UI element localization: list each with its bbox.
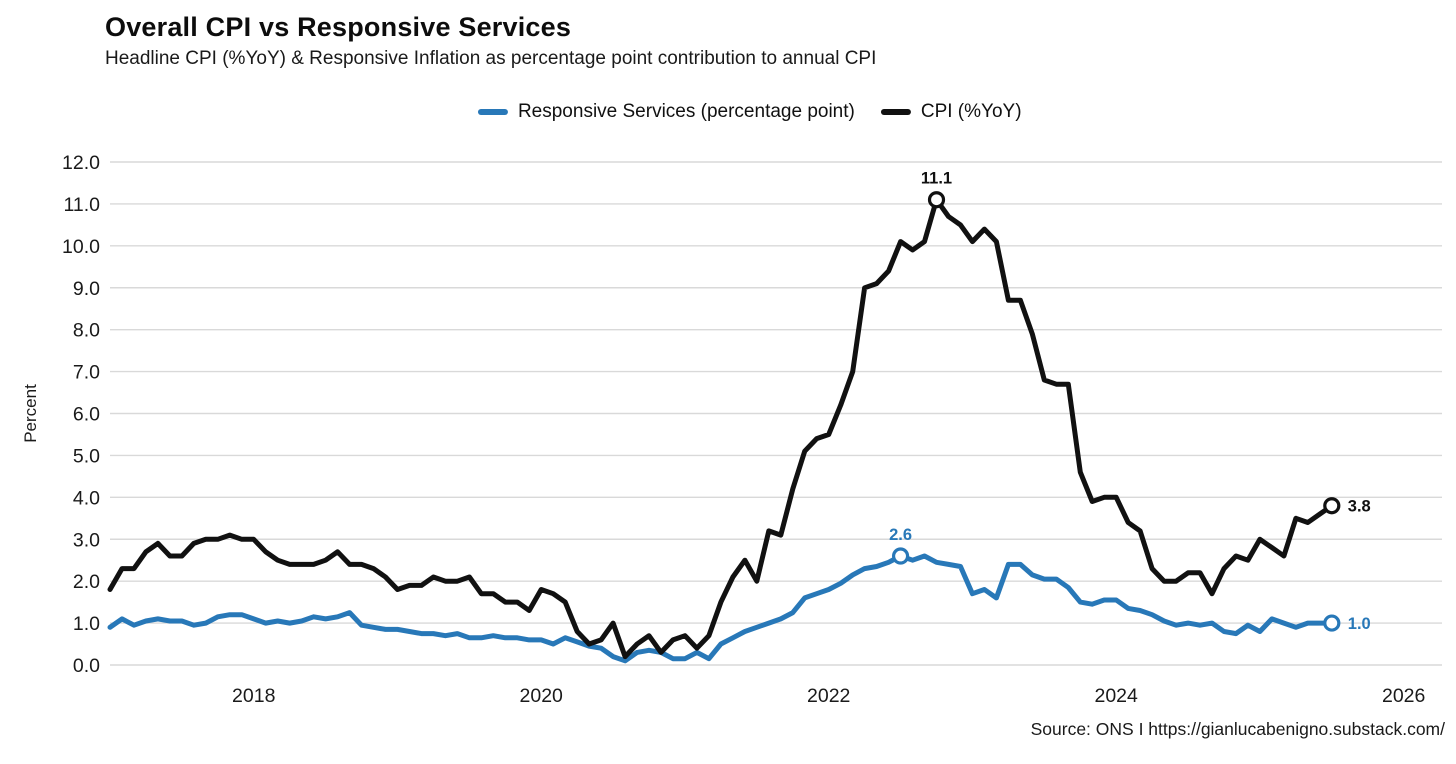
legend-swatch-black bbox=[880, 109, 911, 115]
y-tick-label: 5.0 bbox=[73, 445, 100, 467]
chart-legend: Responsive Services (percentage point) C… bbox=[477, 101, 1022, 123]
x-tick-label: 2022 bbox=[807, 685, 850, 707]
y-tick-label: 10.0 bbox=[62, 236, 100, 258]
legend-label-cpi: CPI (%YoY) bbox=[920, 101, 1022, 122]
data-point-marker bbox=[1323, 497, 1341, 515]
y-tick-label: 1.0 bbox=[73, 613, 100, 635]
page-title: Overall CPI vs Responsive Services bbox=[105, 12, 572, 42]
annotation-label: 2.6 bbox=[889, 526, 912, 544]
x-tick-label: 2024 bbox=[1094, 685, 1138, 707]
y-tick-label: 6.0 bbox=[73, 404, 100, 426]
data-point-marker bbox=[891, 547, 910, 565]
legend-item-responsive-services: Responsive Services (percentage point) bbox=[477, 101, 855, 123]
cpi-line bbox=[107, 197, 1335, 660]
y-tick-label: 7.0 bbox=[73, 362, 100, 384]
y-tick-label: 2.0 bbox=[73, 571, 100, 593]
y-tick-label: 12.0 bbox=[62, 152, 100, 174]
x-tick-label: 2026 bbox=[1382, 685, 1425, 707]
annotation-label: 3.8 bbox=[1348, 498, 1371, 516]
y-tick-label: 9.0 bbox=[73, 278, 100, 300]
legend-label-responsive-services: Responsive Services (percentage point) bbox=[517, 101, 855, 122]
y-tick-label: 8.0 bbox=[73, 320, 100, 342]
annotation-label: 1.0 bbox=[1348, 615, 1371, 633]
x-tick-label: 2018 bbox=[232, 685, 275, 707]
data-point-marker bbox=[1323, 614, 1341, 632]
data-point-marker bbox=[927, 191, 946, 209]
responsive-services-line bbox=[107, 553, 1335, 664]
source-attribution: Source: ONS I https://gianlucabenigno.su… bbox=[1030, 719, 1445, 739]
legend-swatch-blue bbox=[477, 109, 508, 115]
legend-item-cpi: CPI (%YoY) bbox=[880, 101, 1022, 123]
y-tick-label: 11.0 bbox=[63, 194, 100, 216]
chart-subtitle: Headline CPI (%YoY) & Responsive Inflati… bbox=[105, 48, 877, 69]
y-tick-label: 4.0 bbox=[73, 487, 100, 509]
y-tick-label: 3.0 bbox=[73, 529, 100, 551]
y-tick-label: 0.0 bbox=[73, 655, 100, 677]
annotation-label: 11.1 bbox=[921, 170, 952, 188]
x-tick-label: 2020 bbox=[520, 685, 564, 707]
y-axis-label: Percent bbox=[21, 384, 40, 443]
